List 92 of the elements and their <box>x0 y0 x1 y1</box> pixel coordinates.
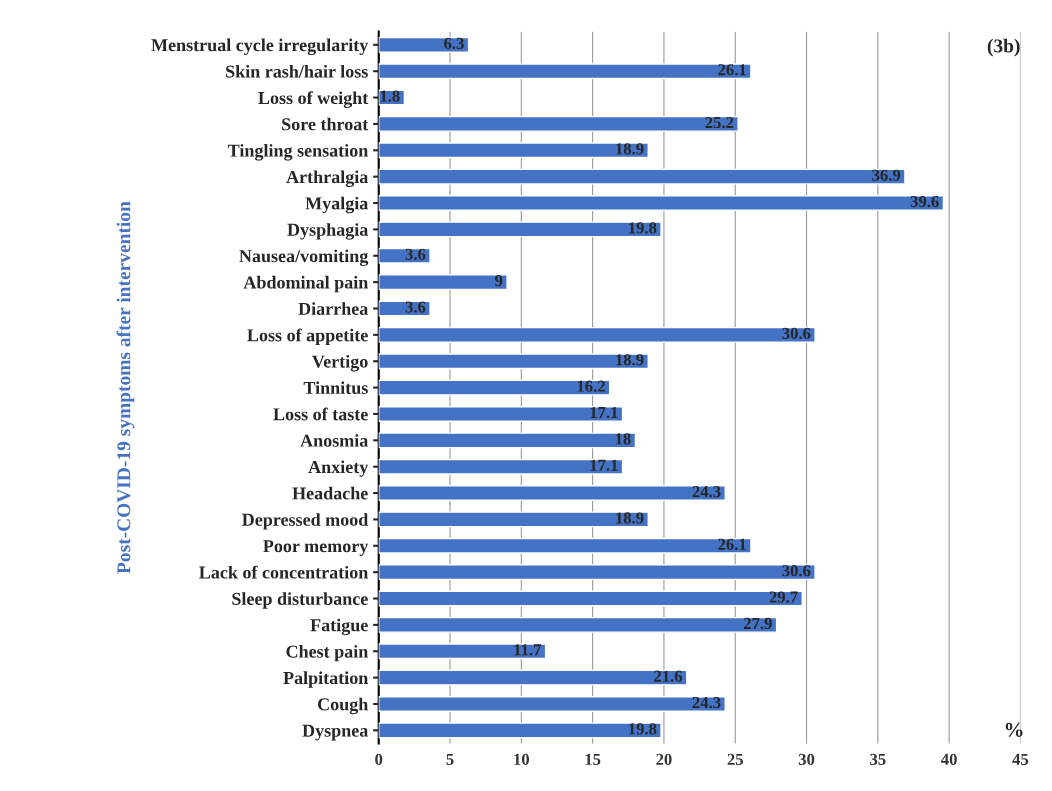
data-label: 29.7 <box>769 591 798 603</box>
bar <box>378 115 739 132</box>
x-tick-label: 0 <box>375 753 383 765</box>
bar <box>378 379 611 396</box>
data-label: 18 <box>615 433 631 445</box>
bar <box>378 326 816 343</box>
data-label: 27.9 <box>743 617 772 630</box>
y-tick-label: Poor memory <box>263 540 369 556</box>
bar <box>378 168 906 185</box>
y-tick-label: Anosmia <box>300 434 369 447</box>
bar <box>378 590 803 607</box>
bar <box>378 247 431 264</box>
bar <box>378 511 649 528</box>
data-label: 18.9 <box>616 143 644 155</box>
y-tick-label: Loss of appetite <box>247 328 368 346</box>
data-label: 18.9 <box>616 354 644 366</box>
data-label: 17.1 <box>590 406 618 419</box>
y-tick-label: Nausea/vomiting <box>239 249 369 267</box>
data-label: 11.7 <box>514 644 541 656</box>
data-label: 24.3 <box>692 696 721 709</box>
bar <box>378 353 649 370</box>
y-tick-label: Arthralgia <box>286 170 369 187</box>
y-axis-title: Post-COVID-19 symptoms after intervention <box>116 201 135 574</box>
bar <box>378 221 662 238</box>
y-tick-label: Chest pain <box>286 644 369 662</box>
data-label: 19.8 <box>629 222 657 234</box>
y-tick-label: Dysphagia <box>287 223 369 240</box>
y-tick-label: Sleep disturbance <box>232 592 368 609</box>
bar <box>378 537 752 554</box>
y-tick-label: Palpitation <box>283 671 369 688</box>
y-tick-label: Loss of taste <box>273 407 368 421</box>
y-tick-label: Lack of concentration <box>199 565 369 579</box>
bar <box>378 63 752 80</box>
x-tick-label: 5 <box>446 753 454 765</box>
x-axis-title: % <box>1005 722 1023 737</box>
y-tick-label: Menstrual cycle irregularity <box>151 38 369 56</box>
data-label: 18.9 <box>616 512 644 524</box>
bar <box>378 616 778 633</box>
bar <box>378 142 649 159</box>
y-tick-label: Skin rash/hair loss <box>226 64 368 78</box>
y-tick-label: Depressed mood <box>242 513 369 530</box>
x-tick-label: 35 <box>870 753 886 765</box>
bar <box>378 406 624 422</box>
data-label: 17.1 <box>590 459 618 471</box>
data-label: 19.8 <box>629 723 657 735</box>
bar <box>378 564 816 581</box>
data-label: 25.2 <box>705 116 734 129</box>
y-tick-label: Diarrhea <box>298 302 369 315</box>
bar <box>378 274 508 291</box>
data-label: 24.3 <box>692 486 721 498</box>
y-tick-label: Sore throat <box>282 117 369 131</box>
data-label: 39.6 <box>910 195 939 208</box>
data-label: 9 <box>495 275 503 287</box>
data-label: 16.2 <box>577 380 605 392</box>
bar <box>378 195 945 211</box>
y-tick-label: Loss of weight <box>258 91 369 108</box>
x-tick-label: 15 <box>585 753 601 765</box>
bar <box>378 36 470 53</box>
x-tick-label: 45 <box>1012 753 1029 765</box>
data-label: 30.6 <box>782 565 811 577</box>
y-tick-label: Cough <box>318 697 369 715</box>
y-tick-label: Tinnitus <box>303 381 368 395</box>
data-label: 21.6 <box>654 670 683 682</box>
x-tick-label: 10 <box>514 753 530 765</box>
data-label: 26.1 <box>718 64 746 76</box>
data-label: 36.9 <box>872 169 901 181</box>
bar <box>378 643 547 660</box>
bar <box>378 458 624 475</box>
data-label: 3.6 <box>405 248 426 260</box>
data-label: 1.8 <box>380 90 400 102</box>
data-label: 30.6 <box>782 327 811 340</box>
data-label: 3.6 <box>405 301 426 313</box>
bar <box>378 485 726 502</box>
data-label: 26.1 <box>718 538 746 551</box>
bar <box>378 722 662 739</box>
y-tick-label: Tingling sensation <box>227 144 369 161</box>
y-tick-label: Dyspnea <box>302 724 369 741</box>
y-tick-label: Abdominal pain <box>243 275 369 293</box>
y-tick-label: Fatigue <box>310 618 368 636</box>
data-label: 6.3 <box>444 37 464 50</box>
y-tick-label: Headache <box>292 486 368 500</box>
x-tick-label: 20 <box>656 753 672 765</box>
bar <box>378 669 688 686</box>
x-tick-label: 25 <box>727 753 743 765</box>
annotation: (3b) <box>987 38 1020 57</box>
bar <box>378 432 637 449</box>
y-tick-label: Vertigo <box>312 354 368 372</box>
y-tick-label: Myalgia <box>305 196 369 214</box>
bar <box>378 696 726 712</box>
x-tick-label: 30 <box>798 753 815 765</box>
x-tick-label: 40 <box>941 753 957 765</box>
y-tick-label: Anxiety <box>308 460 369 477</box>
